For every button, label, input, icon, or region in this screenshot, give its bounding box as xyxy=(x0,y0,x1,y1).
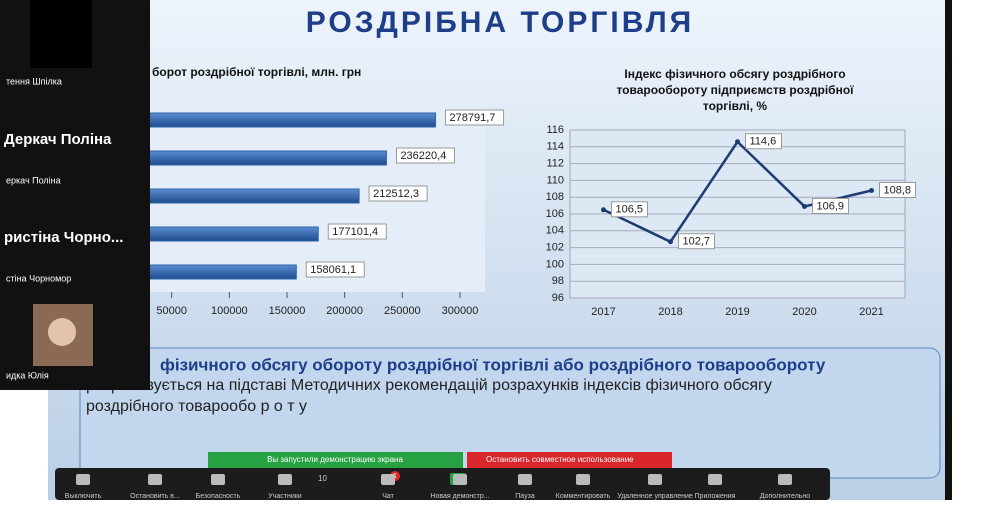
y-tick-label: 106 xyxy=(546,208,564,220)
value-label-box xyxy=(611,201,648,218)
value-label: 106,9 xyxy=(817,200,845,212)
toolbar-label[interactable]: Комментировать xyxy=(556,493,611,500)
x-tick-label: 2020 xyxy=(792,306,816,318)
point xyxy=(601,207,606,213)
toolbar-label[interactable]: Пауза xyxy=(515,493,535,500)
toolbar-icon[interactable] xyxy=(576,474,590,485)
participant-name[interactable]: стіна Чорномор xyxy=(6,273,71,283)
point xyxy=(802,203,807,209)
point xyxy=(869,187,874,193)
value-label: 102,7 xyxy=(683,236,711,248)
value-label: 158061,1 xyxy=(310,264,356,276)
chart-title: Індекс фізичного обсягу роздрібного xyxy=(624,67,845,81)
value-label-box xyxy=(879,181,916,198)
participant-name[interactable]: идка Юлія xyxy=(6,370,49,380)
chart-title: торгівлі, % xyxy=(703,99,768,113)
participants-count: 10 xyxy=(318,474,327,483)
toolbar-icon[interactable] xyxy=(708,474,722,485)
paragraph: розраховується на підставі Методичних ре… xyxy=(86,377,772,394)
toolbar-label[interactable]: Остановить в... xyxy=(130,493,180,500)
y-tick-label: 110 xyxy=(546,174,564,186)
value-label-box xyxy=(745,133,782,150)
toolbar-icon[interactable] xyxy=(148,474,162,485)
chart-title: борот роздрібної торгівлі, млн. грн xyxy=(152,65,361,79)
toolbar-icon[interactable] xyxy=(76,474,90,485)
value-label-box xyxy=(327,223,387,240)
y-tick-label: 116 xyxy=(546,124,564,136)
value-label: 114,6 xyxy=(750,136,777,148)
notice-start xyxy=(208,452,463,468)
toolbar-label[interactable]: Безопасность xyxy=(196,493,241,500)
bar xyxy=(113,150,387,166)
toolbar-label[interactable]: Удаленное управление xyxy=(617,493,693,500)
bar xyxy=(113,188,360,204)
toolbar-icon[interactable] xyxy=(211,474,225,485)
value-label: 108,8 xyxy=(884,184,912,196)
toolbar-label[interactable]: Выключить xyxy=(65,493,102,500)
toolbar-icon[interactable] xyxy=(453,474,467,485)
paragraph: фізичного обсягу обороту роздрібної торг… xyxy=(160,355,826,374)
point xyxy=(735,139,740,145)
value-label-box xyxy=(445,109,505,126)
x-tick-label: 2021 xyxy=(859,306,883,318)
y-tick-label: 112 xyxy=(546,158,564,170)
toolbar-icon[interactable] xyxy=(518,474,532,485)
toolbar-label[interactable]: Приложения xyxy=(695,493,736,500)
value-label: 212512,3 xyxy=(373,188,419,200)
toolbar-icon[interactable] xyxy=(381,474,395,485)
y-tick-label: 114 xyxy=(546,141,564,153)
toolbar-label[interactable]: Чат xyxy=(382,493,394,500)
value-label: 278791,7 xyxy=(450,112,496,124)
stop-share-text[interactable]: Остановить совместное использование xyxy=(486,455,634,464)
value-label-box xyxy=(305,261,365,278)
y-tick-label: 100 xyxy=(546,258,564,270)
toolbar xyxy=(55,468,830,500)
slide-title: РОЗДРІБНА ТОРГІВЛЯ xyxy=(306,6,694,39)
x-tick-label: 250000 xyxy=(384,305,421,317)
face xyxy=(48,318,76,346)
chart-title: товарообороту підприємств роздрібної xyxy=(616,83,854,97)
point xyxy=(668,239,673,245)
value-label-box xyxy=(395,147,455,164)
participant-name[interactable]: тення Шпілка xyxy=(6,76,62,86)
y-tick-label: 98 xyxy=(552,275,564,287)
participant-name[interactable]: Деркач Поліна xyxy=(4,131,112,148)
toolbar-label[interactable]: Новая демонстр... xyxy=(430,493,489,500)
value-label-box xyxy=(368,185,428,202)
right-margin xyxy=(952,0,1000,500)
y-tick-label: 102 xyxy=(546,242,564,254)
x-tick-label: 2019 xyxy=(725,306,749,318)
right-edge xyxy=(945,0,952,500)
stop-share[interactable] xyxy=(467,452,672,468)
value-label: 177101,4 xyxy=(332,226,378,238)
paragraph: роздрібного товарообо р о т у xyxy=(86,398,307,415)
participant-name[interactable]: ристіна Чорно... xyxy=(4,229,123,246)
value-label: 236220,4 xyxy=(400,150,446,162)
toolbar-label[interactable]: Дополнительно xyxy=(760,493,810,500)
notice-text: Вы запустили демонстрацию экрана xyxy=(267,455,403,464)
y-tick-label: 96 xyxy=(552,292,564,304)
toolbar-icon[interactable] xyxy=(778,474,792,485)
value-label: 106,5 xyxy=(616,204,644,216)
x-tick-label: 300000 xyxy=(442,305,479,317)
value-label-box xyxy=(812,197,849,214)
video-tile xyxy=(30,0,92,68)
y-tick-label: 108 xyxy=(546,191,564,203)
x-tick-label: 2018 xyxy=(658,306,682,318)
x-tick-label: 2017 xyxy=(591,306,615,318)
x-tick-label: 200000 xyxy=(326,305,363,317)
x-tick-label: 150000 xyxy=(269,305,306,317)
toolbar-icon[interactable] xyxy=(648,474,662,485)
toolbar-icon[interactable] xyxy=(278,474,292,485)
participant-name[interactable]: еркач Поліна xyxy=(6,175,61,185)
y-tick-label: 104 xyxy=(546,225,564,237)
chat-badge-count: 1 xyxy=(393,473,397,480)
bar xyxy=(113,112,437,128)
x-tick-label: 50000 xyxy=(156,305,187,317)
x-tick-label: 100000 xyxy=(211,305,248,317)
value-label-box xyxy=(678,233,715,250)
toolbar-label[interactable]: Участники xyxy=(268,493,302,500)
